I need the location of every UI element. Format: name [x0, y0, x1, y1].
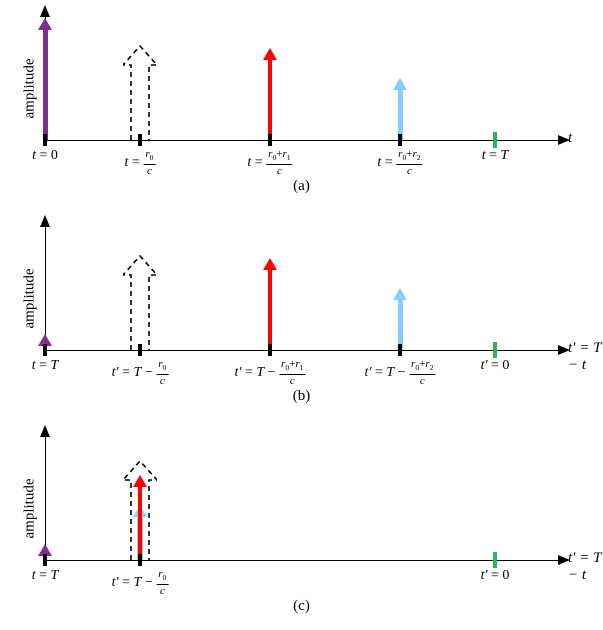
tick-label: t = T: [32, 358, 59, 374]
y-axis-label: amplitude: [22, 248, 39, 328]
tick-mark: [138, 554, 142, 566]
y-axis: [45, 435, 46, 560]
tick-mark: [398, 134, 402, 146]
x-axis-label: t′ = T − t: [568, 550, 603, 584]
tick-label: t = T: [32, 568, 59, 584]
y-axis-arrowhead: [40, 425, 50, 437]
dashed-arrow: [123, 45, 157, 142]
green-tick: [493, 132, 497, 148]
dashed-arrow: [123, 460, 157, 562]
figure-root: amplitude t t = 0 t = r0c t = r0+r1c t = r0+r…: [0, 0, 603, 630]
x-axis-label: t′ = T − t: [568, 340, 603, 374]
tick-label: t = r0c: [125, 148, 156, 177]
panel-c: amplitude t′ = T − t t = T t′ = T − r0c t′ =…: [0, 420, 603, 630]
dashed-arrow: [123, 255, 157, 352]
tick-label: t′ = T − r0c: [112, 358, 169, 387]
tick-mark: [43, 344, 47, 356]
tick-mark: [138, 134, 142, 146]
panel-a: amplitude t t = 0 t = r0c t = r0+r1c t = r0+r…: [0, 0, 603, 210]
tick-label: t′ = T − r0c: [112, 568, 169, 597]
tick-label: t = T: [482, 148, 509, 164]
tick-mark: [43, 134, 47, 146]
tick-label: t′ = T − r0+r1c: [234, 358, 305, 387]
tick-mark: [138, 344, 142, 356]
x-axis-label: t: [568, 130, 572, 147]
y-axis-arrowhead: [40, 215, 50, 227]
tick-label: t′ = 0: [481, 358, 510, 374]
panel-caption: (c): [0, 598, 603, 615]
tick-label: t = r0+r1c: [247, 148, 292, 177]
tick-label: t = 0: [32, 148, 58, 164]
tick-mark: [43, 554, 47, 566]
y-axis: [45, 225, 46, 350]
panel-b: amplitude t′ = T − t t = T t′ = T − r0c t′ =…: [0, 210, 603, 420]
y-axis-label: amplitude: [22, 458, 39, 538]
tick-label: t′ = 0: [481, 568, 510, 584]
green-tick: [493, 342, 497, 358]
panel-caption: (a): [0, 178, 603, 195]
y-axis-arrowhead: [40, 5, 50, 17]
tick-mark: [398, 344, 402, 356]
tick-mark: [268, 134, 272, 146]
tick-label: t′ = T − r0+r2c: [364, 358, 435, 387]
tick-mark: [268, 344, 272, 356]
y-axis-label: amplitude: [22, 38, 39, 118]
green-tick: [493, 552, 497, 568]
tick-label: t = r0+r2c: [377, 148, 422, 177]
panel-caption: (b): [0, 388, 603, 405]
